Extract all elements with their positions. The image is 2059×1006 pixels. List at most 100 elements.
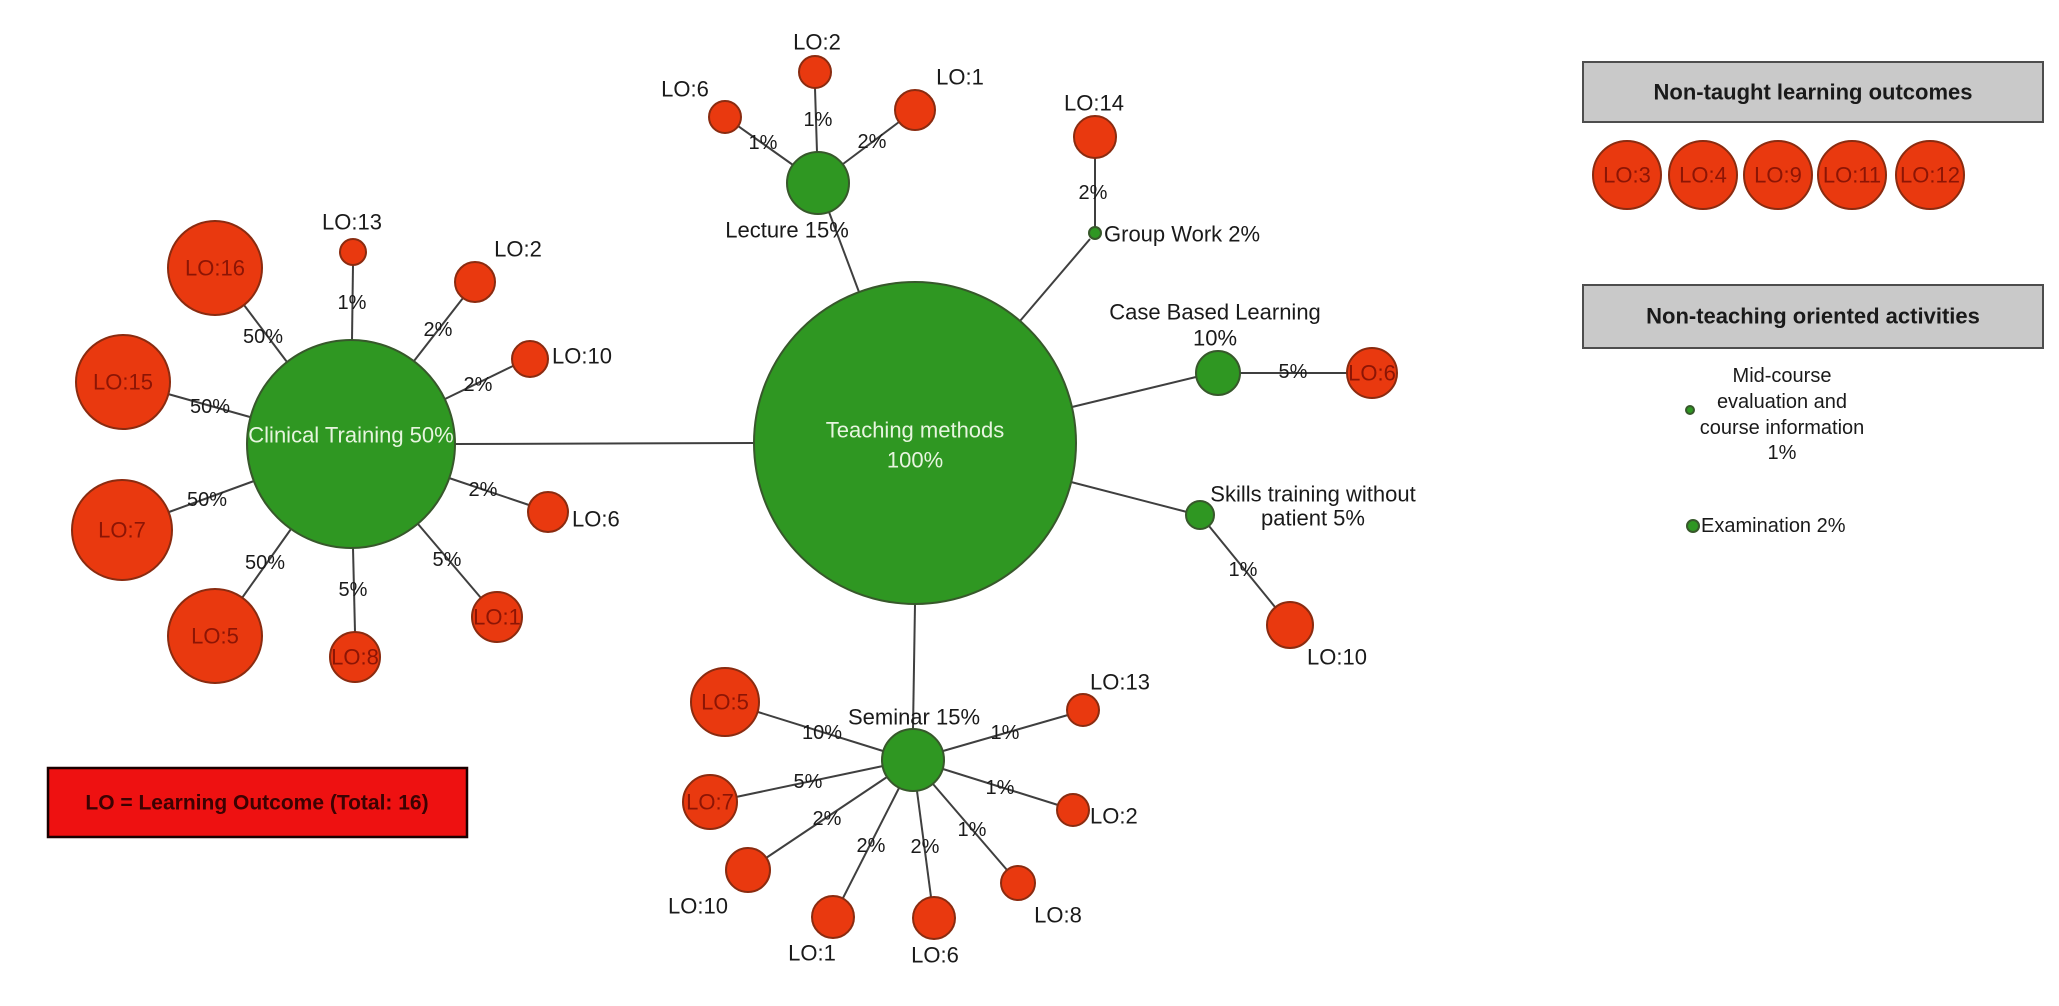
node-seminar-lo2: [1056, 793, 1090, 827]
skills-lo10-pct: 1%: [1229, 559, 1258, 581]
node-seminar-lo7: [682, 774, 738, 830]
node-clinical-lo1: [471, 591, 523, 643]
node-case-lo6: [1346, 347, 1398, 399]
non-taught-lo11-label: LO:11: [1823, 163, 1881, 188]
node-clinical-lo6: [527, 491, 569, 533]
lecture-lo6-pct: 1%: [749, 132, 778, 154]
node-group-lo14: [1073, 115, 1117, 159]
edge-clinical-lo10: [444, 364, 516, 400]
edge-central-seminar: [912, 603, 916, 730]
case-lo6-pct: 5%: [1279, 361, 1308, 383]
edge-skills-lo10: [1208, 525, 1276, 608]
non-taught-header-box: [1582, 61, 2044, 123]
edge-clinical-lo6: [448, 477, 530, 506]
node-skills-lo10: [1266, 601, 1314, 649]
non-taught-lo3-label: LO:3: [1603, 163, 1651, 188]
node-clinical-lo15: [75, 334, 171, 430]
clinical-lo5-label: LO:5: [191, 624, 239, 649]
clinical-lo15-label: LO:15: [93, 370, 153, 395]
node-skills-training: [1185, 500, 1215, 530]
non-taught-lo9-label: LO:9: [1754, 163, 1802, 188]
case-based-label-line1: Case Based Learning: [1109, 300, 1321, 325]
seminar-lo7-pct: 5%: [794, 771, 823, 793]
node-lecture-lo6: [708, 100, 742, 134]
node-seminar-lo10: [725, 847, 771, 893]
seminar-lo5-pct: 10%: [802, 722, 842, 744]
seminar-lo1-pct: 2%: [857, 835, 886, 857]
seminar-label: Seminar 15%: [848, 705, 980, 730]
edge-clinical-lo2: [413, 297, 464, 362]
node-seminar-lo8: [1000, 865, 1036, 901]
clinical-lo7-label: LO:7: [98, 518, 146, 543]
clinical-lo2-pct: 2%: [424, 319, 453, 341]
node-teaching-methods: [753, 281, 1077, 605]
seminar-lo2-label: LO:2: [1090, 804, 1138, 829]
node-lecture: [786, 151, 850, 215]
node-group-work: [1088, 226, 1102, 240]
lecture-lo6-label: LO:6: [661, 77, 709, 102]
edge-clinical-lo13: [351, 264, 354, 341]
edge-central-case-based: [1071, 376, 1197, 408]
seminar-lo2-pct: 1%: [986, 777, 1015, 799]
clinical-lo7-pct: 50%: [187, 489, 227, 511]
mid-course-label-line2: evaluation and: [1717, 391, 1847, 413]
node-lecture-lo1: [894, 89, 936, 131]
group-work-label: Group Work 2%: [1104, 222, 1260, 247]
non-taught-lo4-circle: [1668, 140, 1738, 210]
clinical-lo6-pct: 2%: [469, 479, 498, 501]
edge-central-clinical: [454, 442, 755, 445]
node-clinical-lo5: [167, 588, 263, 684]
seminar-lo10-label: LO:10: [668, 894, 728, 919]
clinical-training-label: Clinical Training 50%: [248, 423, 453, 448]
mid-course-label-line3: course information: [1700, 417, 1865, 439]
skills-label-line1: Skills training without: [1210, 482, 1415, 507]
seminar-lo6-label: LO:6: [911, 943, 959, 968]
lecture-lo2-pct: 1%: [804, 109, 833, 131]
edge-clinical-lo8: [352, 547, 356, 633]
edge-central-skills: [1070, 481, 1188, 513]
seminar-lo7-label: LO:7: [686, 790, 734, 815]
teaching-methods-label-line2: 100%: [887, 448, 943, 473]
seminar-lo10-pct: 2%: [813, 808, 842, 830]
edge-clinical-lo7: [168, 480, 255, 513]
node-seminar-lo13: [1066, 693, 1100, 727]
legend-box: [46, 766, 469, 839]
non-taught-title: Non-taught learning outcomes: [1654, 80, 1973, 105]
mid-course-label-line1: Mid-course: [1733, 365, 1832, 387]
seminar-lo13-pct: 1%: [991, 722, 1020, 744]
node-lecture-lo2: [798, 55, 832, 89]
edge-lecture-lo1: [842, 121, 900, 165]
non-teaching-title: Non-teaching oriented activities: [1646, 304, 1980, 329]
edge-seminar-lo5: [757, 711, 884, 752]
edge-central-group-work: [1019, 238, 1091, 322]
non-teaching-header-box: [1582, 284, 2044, 349]
clinical-lo2-label: LO:2: [494, 237, 542, 262]
node-seminar-lo6: [912, 896, 956, 940]
edge-central-lecture: [828, 211, 860, 293]
examination-label: Examination 2%: [1701, 515, 1846, 537]
lecture-lo2-label: LO:2: [793, 30, 841, 55]
node-clinical-lo2: [454, 261, 496, 303]
legend-text: LO = Learning Outcome (Total: 16): [85, 792, 428, 815]
edge-seminar-lo2: [942, 768, 1059, 806]
node-seminar-lo5: [690, 667, 760, 737]
edge-lecture-lo2: [814, 87, 818, 153]
non-taught-lo12-circle: [1895, 140, 1965, 210]
node-clinical-lo16: [167, 220, 263, 316]
clinical-lo16-label: LO:16: [185, 256, 245, 281]
clinical-lo8-pct: 5%: [339, 579, 368, 601]
seminar-lo1-label: LO:1: [788, 941, 836, 966]
group-lo14-label: LO:14: [1064, 91, 1124, 116]
edge-seminar-lo6: [916, 790, 932, 898]
node-clinical-training: [246, 339, 456, 549]
lecture-lo1-pct: 2%: [858, 131, 887, 153]
non-taught-lo12-label: LO:12: [1900, 163, 1960, 188]
clinical-lo13-pct: 1%: [338, 292, 367, 314]
seminar-lo13-label: LO:13: [1090, 670, 1150, 695]
edge-seminar-lo7: [735, 765, 884, 798]
edge-clinical-lo15: [167, 393, 251, 418]
edge-seminar-lo1: [842, 787, 900, 899]
non-taught-lo4-label: LO:4: [1679, 163, 1727, 188]
teaching-methods-label-line1: Teaching methods: [826, 418, 1005, 443]
clinical-lo6-label: LO:6: [572, 507, 620, 532]
